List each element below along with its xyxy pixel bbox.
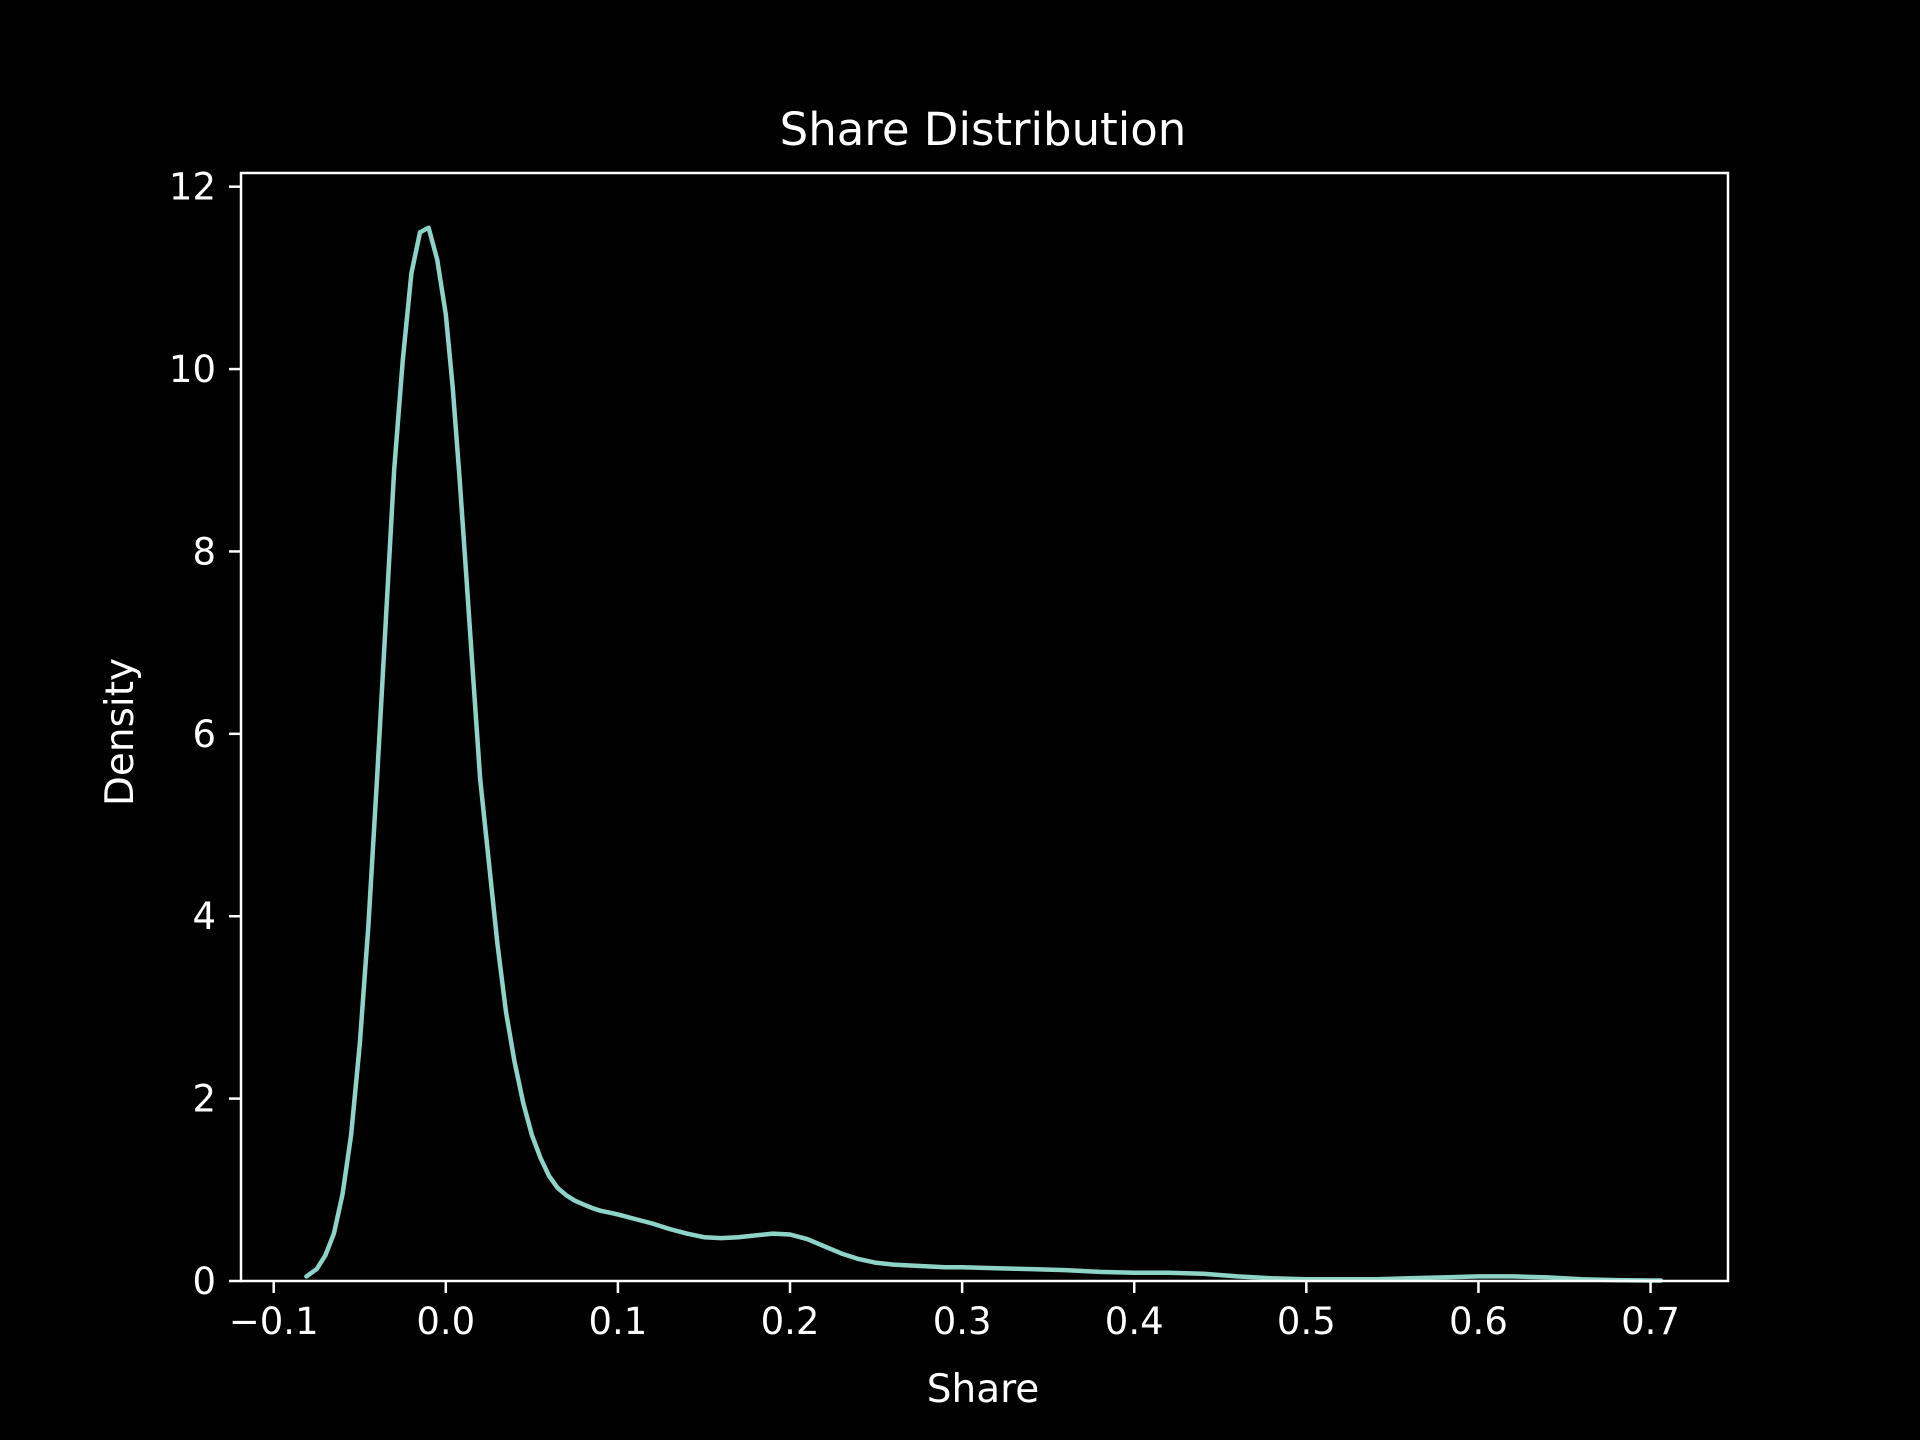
x-axis-label: Share [927,1367,1040,1412]
y-tick-label: 6 [192,713,216,756]
x-tick-label: 0.0 [416,1300,475,1343]
x-tick-label: 0.3 [933,1300,992,1343]
x-tick-label: 0.6 [1449,1300,1508,1343]
density-line-0 [304,225,1664,1283]
plot-frame [239,171,1730,1283]
plot-area [239,171,1730,1283]
y-tick-label: 8 [192,530,216,573]
y-axis: 0 2 4 6 8 10 12 [169,166,241,1303]
x-tick-label: 0.7 [1621,1300,1680,1343]
x-tick-label: −0.1 [229,1300,319,1343]
chart-title: Share Distribution [780,103,1187,156]
y-tick-label: 4 [192,895,216,938]
y-tick-label: 12 [169,166,216,209]
x-tick-label: 0.4 [1105,1300,1164,1343]
x-tick-label: 0.2 [761,1300,820,1343]
y-tick-label: 2 [192,1078,216,1121]
x-axis: −0.1 0.0 0.1 0.2 0.3 0.4 0.5 0.6 0.7 [229,1281,1680,1343]
y-axis-label: Density [98,658,143,806]
y-tick-label: 0 [192,1260,216,1303]
x-tick-label: 0.5 [1277,1300,1336,1343]
y-tick-label: 10 [169,348,216,391]
x-tick-label: 0.1 [588,1300,647,1343]
